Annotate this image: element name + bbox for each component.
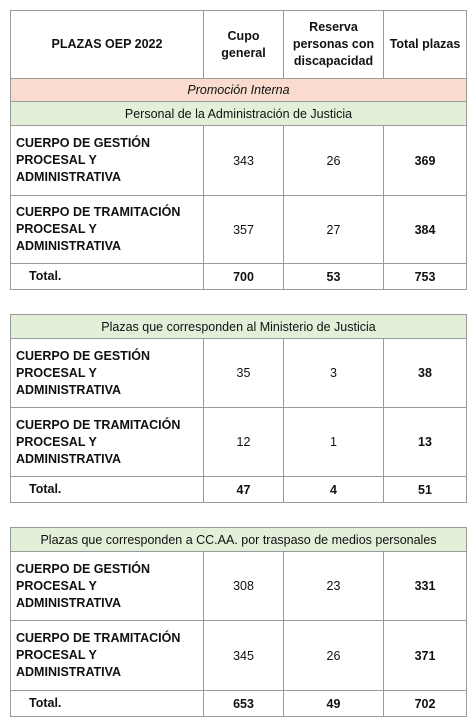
data-row: CUERPO DE TRAMITACIÓN PROCESAL Y ADMINIS… [10, 407, 468, 477]
subtitle: Promoción Interna [10, 78, 467, 102]
total-label: Total. [10, 476, 204, 503]
section-table: Plazas que corresponden a CC.AA. por tra… [10, 527, 467, 717]
total-row: Total. 700 53 753 [10, 263, 467, 290]
section-title-row: Plazas que corresponden al Ministerio de… [9, 314, 468, 339]
cell-value: 357 [203, 195, 284, 264]
cell-value: 13 [382, 407, 468, 477]
header-cell: Reserva personas con discapacidad [283, 10, 384, 79]
header-cell: Total plazas [383, 10, 467, 79]
total-value: 51 [382, 476, 468, 503]
total-value: 753 [383, 263, 467, 290]
section-table: PLAZAS OEP 2022 Cupo general Reserva perso… [10, 10, 467, 290]
total-value: 702 [383, 690, 467, 717]
row-label: CUERPO DE TRAMITACIÓN PROCESAL Y ADMINIS… [10, 620, 204, 691]
cell-value: 308 [203, 551, 284, 621]
total-value: 4 [283, 476, 384, 503]
section-title-row: Personal de la Administración de Justici… [10, 101, 467, 126]
cell-value: 3 [283, 338, 384, 408]
total-row: Total. 47 4 51 [10, 476, 468, 503]
cell-value: 26 [283, 620, 384, 691]
row-label: CUERPO DE GESTIÓN PROCESAL Y ADMINISTRAT… [10, 125, 204, 196]
header-cell: Cupo general [203, 10, 284, 79]
total-value: 47 [203, 476, 284, 503]
cell-value: 26 [283, 125, 384, 196]
header-cell: PLAZAS OEP 2022 [10, 10, 204, 79]
section-title-row: Plazas que corresponden a CC.AA. por tra… [10, 527, 467, 552]
total-value: 700 [203, 263, 284, 290]
cell-value: 27 [283, 195, 384, 264]
total-value: 49 [283, 690, 384, 717]
cell-value: 331 [383, 551, 467, 621]
section-title: Personal de la Administración de Justici… [10, 101, 467, 126]
section-title: Plazas que corresponden al Ministerio de… [9, 314, 468, 339]
cell-value: 38 [382, 338, 468, 408]
row-label: CUERPO DE TRAMITACIÓN PROCESAL Y ADMINIS… [10, 407, 204, 477]
section-title: Plazas que corresponden a CC.AA. por tra… [10, 527, 467, 552]
total-label: Total. [10, 690, 204, 717]
total-value: 653 [203, 690, 284, 717]
data-row: CUERPO DE TRAMITACIÓN PROCESAL Y ADMINIS… [10, 620, 467, 691]
cell-value: 345 [203, 620, 284, 691]
total-label: Total. [10, 263, 204, 290]
cell-value: 343 [203, 125, 284, 196]
header-row: PLAZAS OEP 2022 Cupo general Reserva perso… [10, 10, 467, 79]
cell-value: 384 [383, 195, 467, 264]
data-row: CUERPO DE GESTIÓN PROCESAL Y ADMINISTRAT… [10, 338, 468, 408]
row-label: CUERPO DE GESTIÓN PROCESAL Y ADMINISTRAT… [10, 338, 204, 408]
row-label: CUERPO DE GESTIÓN PROCESAL Y ADMINISTRAT… [10, 551, 204, 621]
data-row: CUERPO DE GESTIÓN PROCESAL Y ADMINISTRAT… [10, 125, 467, 196]
subtitle-row: Promoción Interna [10, 78, 467, 102]
cell-value: 35 [203, 338, 284, 408]
cell-value: 23 [283, 551, 384, 621]
cell-value: 369 [383, 125, 467, 196]
cell-value: 1 [283, 407, 384, 477]
total-value: 53 [283, 263, 384, 290]
cell-value: 371 [383, 620, 467, 691]
section-table: Plazas que corresponden al Ministerio de… [9, 314, 468, 503]
data-row: CUERPO DE GESTIÓN PROCESAL Y ADMINISTRAT… [10, 551, 467, 621]
cell-value: 12 [203, 407, 284, 477]
row-label: CUERPO DE TRAMITACIÓN PROCESAL Y ADMINIS… [10, 195, 204, 264]
data-row: CUERPO DE TRAMITACIÓN PROCESAL Y ADMINIS… [10, 195, 467, 264]
total-row: Total. 653 49 702 [10, 690, 467, 717]
